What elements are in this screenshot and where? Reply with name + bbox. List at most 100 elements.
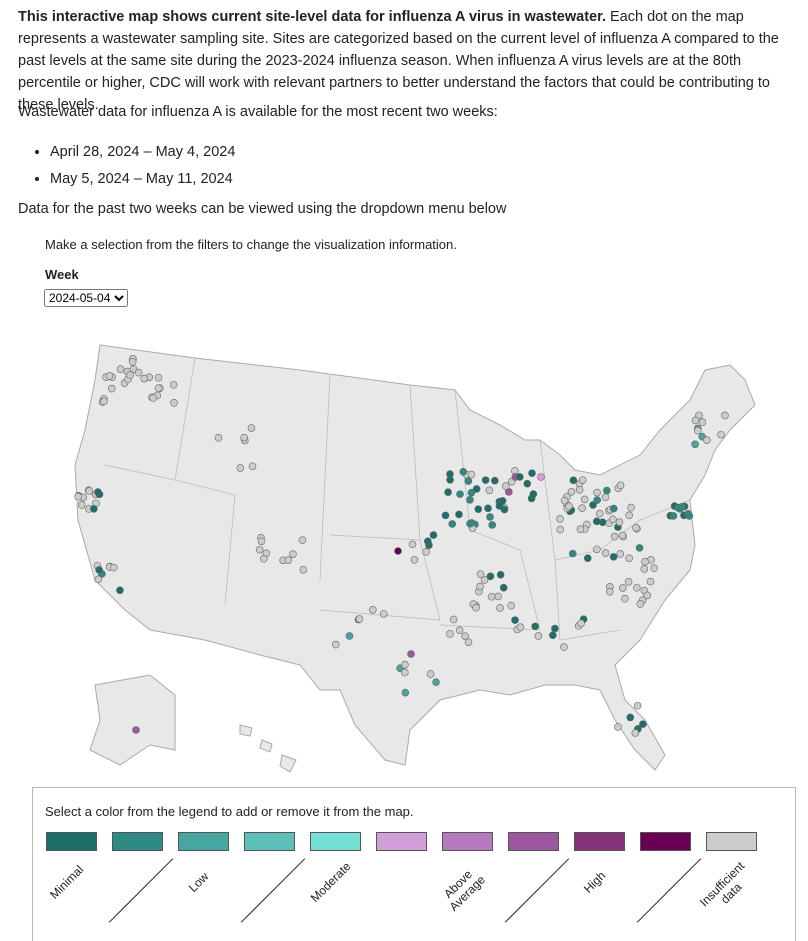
- site-dot: [464, 638, 473, 646]
- site-dot: [401, 688, 410, 697]
- availability: Wastewater data for influenza A is avail…: [18, 104, 498, 120]
- site-dot: [529, 490, 538, 498]
- legend-swatch[interactable]: [178, 832, 229, 851]
- site-dot: [408, 540, 417, 549]
- site-dot: [626, 713, 635, 722]
- site-dot: [646, 577, 655, 586]
- site-dot: [618, 584, 627, 592]
- site-dot: [154, 384, 163, 392]
- site-dot: [126, 371, 134, 379]
- site-dot: [717, 430, 725, 439]
- legend: Select a color from the legend to add or…: [32, 787, 796, 941]
- site-dot: [132, 726, 140, 734]
- legend-swatch[interactable]: [310, 832, 361, 851]
- filters-note: Make a selection from the filters to cha…: [45, 237, 457, 252]
- site-dot: [345, 632, 354, 640]
- legend-divider: [108, 858, 174, 923]
- site-dot: [134, 368, 143, 377]
- site-dot: [693, 426, 702, 435]
- site-dot: [449, 615, 458, 624]
- week-select[interactable]: 2024-05-04: [44, 289, 128, 307]
- legend-swatch[interactable]: [706, 832, 757, 851]
- legend-swatch[interactable]: [508, 832, 559, 851]
- site-dot: [633, 701, 642, 710]
- site-dot: [616, 550, 625, 558]
- map: [74, 344, 756, 773]
- site-dot: [721, 411, 729, 420]
- legend-swatch[interactable]: [46, 832, 97, 851]
- site-dot: [464, 477, 473, 485]
- legend-divider: [504, 858, 570, 923]
- week-list: April 28, 2024 – May 4, 2024 May 5, 2024…: [28, 139, 235, 193]
- legend-swatch[interactable]: [442, 832, 493, 851]
- site-dot: [116, 365, 125, 374]
- site-dot: [472, 485, 481, 493]
- site-dot: [455, 626, 464, 635]
- site-dot: [284, 556, 293, 565]
- site-dot: [486, 572, 495, 581]
- site-dot: [631, 729, 640, 737]
- site-dot: [422, 547, 430, 556]
- site-dot: [678, 503, 686, 511]
- site-dot: [85, 487, 94, 495]
- site-dot: [641, 557, 649, 566]
- legend-swatch[interactable]: [640, 832, 691, 851]
- site-dot: [601, 549, 610, 557]
- site-dot: [556, 525, 565, 534]
- site-dot: [576, 525, 585, 534]
- site-dot: [379, 610, 388, 618]
- site-dot: [467, 470, 476, 479]
- site-dot: [128, 358, 137, 366]
- site-dot: [516, 623, 525, 632]
- week-label: Week: [45, 267, 79, 282]
- legend-swatch[interactable]: [244, 832, 295, 851]
- site-dot: [456, 490, 464, 498]
- site-dot: [556, 515, 564, 523]
- site-dot: [94, 488, 102, 496]
- legend-label: Moderate: [307, 859, 354, 906]
- site-dot: [432, 678, 440, 686]
- legend-label: Low: [185, 869, 212, 895]
- site-dot: [255, 545, 264, 554]
- site-dot: [74, 492, 82, 501]
- site-dot: [486, 513, 494, 521]
- site-dot: [507, 601, 515, 610]
- legend-divider: [240, 858, 306, 923]
- site-dot: [580, 495, 589, 504]
- site-dot: [625, 554, 633, 563]
- site-dot: [549, 631, 557, 639]
- site-dot: [236, 464, 245, 472]
- site-dot: [485, 486, 494, 495]
- site-dot: [424, 537, 432, 546]
- site-dot: [684, 510, 692, 518]
- site-dot: [632, 523, 640, 532]
- site-dot: [461, 632, 469, 640]
- site-dot: [455, 510, 463, 519]
- site-dot: [593, 545, 601, 554]
- legend-swatch[interactable]: [574, 832, 625, 851]
- site-dot: [410, 556, 419, 564]
- site-dot: [494, 592, 502, 601]
- site-dots: [74, 355, 729, 737]
- site-dot: [537, 473, 545, 481]
- site-dot: [496, 570, 505, 579]
- site-dot: [154, 373, 163, 382]
- site-dot: [593, 488, 601, 497]
- intro: This interactive map shows current site-…: [18, 6, 803, 116]
- legend-instruction: Select a color from the legend to add or…: [45, 804, 414, 819]
- site-dot: [499, 583, 508, 592]
- site-dot: [534, 632, 543, 640]
- site-dot: [593, 517, 601, 526]
- legend-swatch[interactable]: [376, 832, 427, 851]
- site-dot: [448, 520, 457, 528]
- site-dot: [289, 550, 297, 558]
- site-dot: [299, 565, 308, 574]
- site-dot: [605, 587, 614, 596]
- site-dot: [633, 583, 641, 592]
- site-dot: [614, 723, 622, 731]
- legend-swatch[interactable]: [112, 832, 163, 851]
- site-dot: [466, 496, 474, 504]
- site-dot: [650, 564, 658, 573]
